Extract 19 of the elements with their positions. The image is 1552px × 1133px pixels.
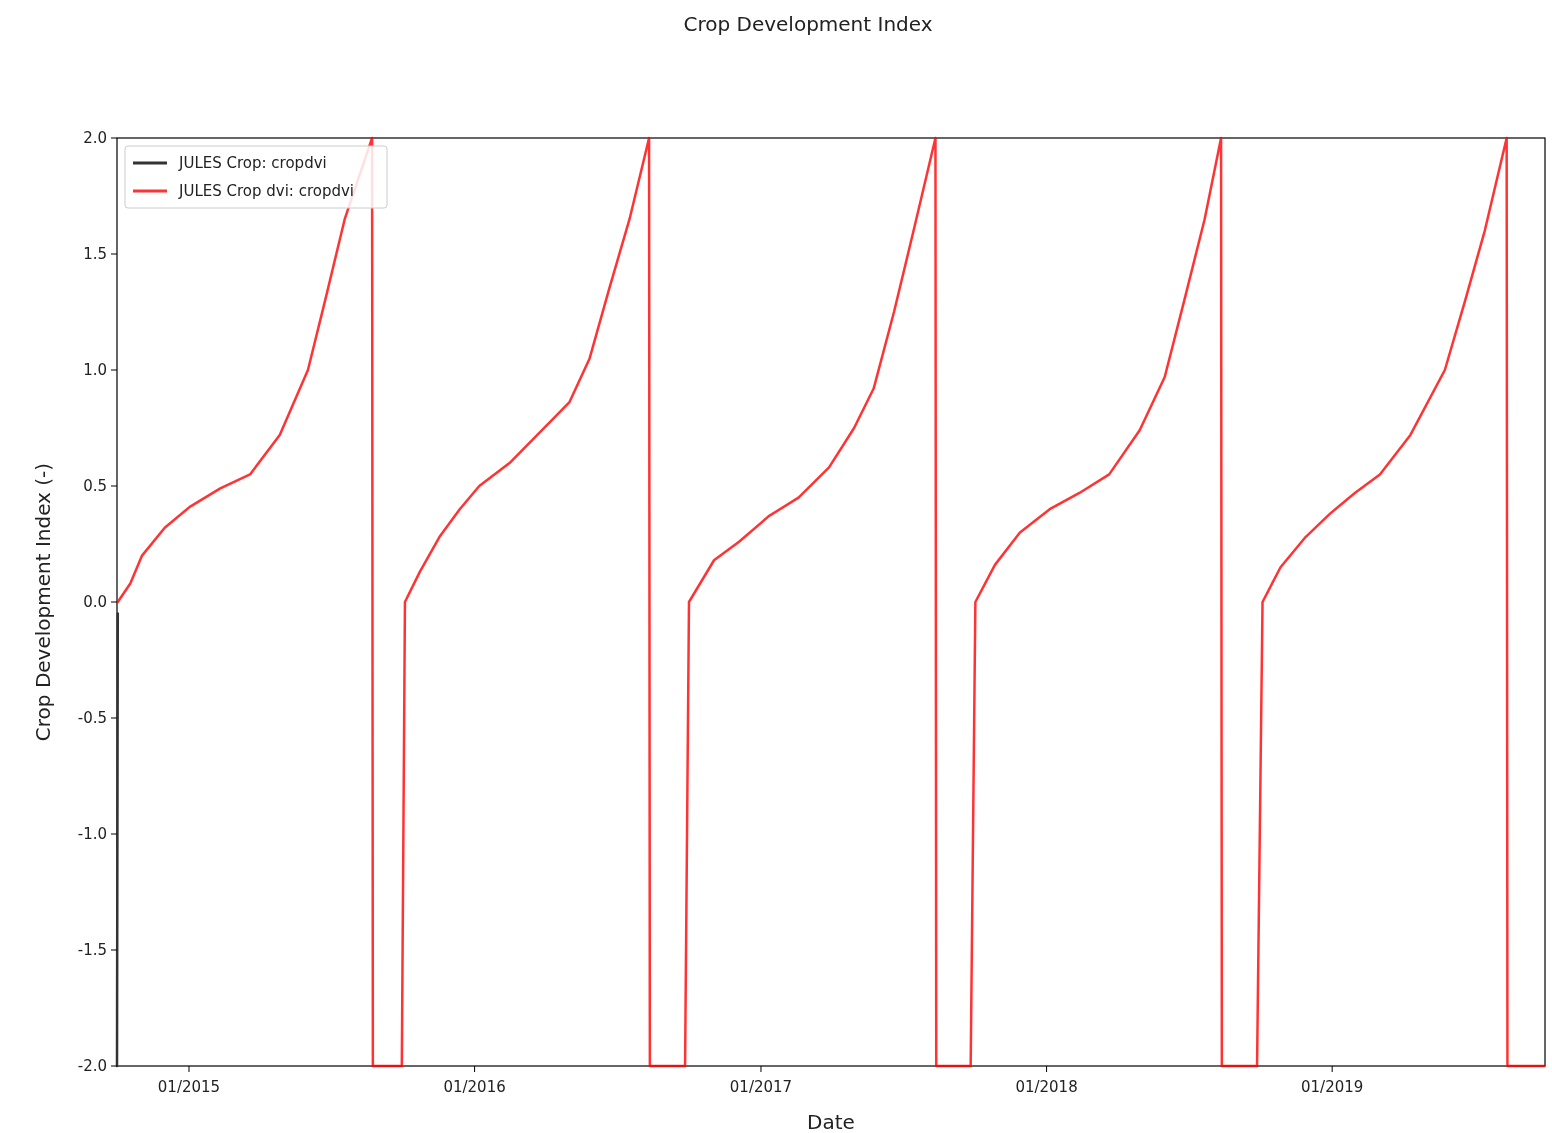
x-axis-title: Date [807,1110,855,1133]
legend-label: JULES Crop: cropdvi [178,154,327,173]
y-tick-label: 0.5 [83,477,107,496]
x-tick-label: 01/2015 [157,1078,221,1096]
y-tick-label: -2.0 [77,1057,107,1076]
y-tick-label: 1.0 [83,361,107,380]
y-tick-label: -0.5 [77,709,107,728]
y-tick-label: -1.0 [77,825,107,844]
x-tick-label: 01/2016 [443,1078,506,1096]
y-tick-label: 2.0 [83,129,107,148]
chart-title: Crop Development Index [683,12,933,36]
x-tick-label: 01/2019 [1301,1078,1364,1096]
y-tick-label: 1.5 [83,245,107,264]
x-tick-label: 01/2017 [729,1078,793,1096]
y-tick-label: 0.0 [83,593,107,612]
y-axis-title: Crop Development Index (-) [31,462,55,742]
x-tick-label: 01/2018 [1015,1078,1078,1096]
y-tick-label: -1.5 [77,941,107,960]
legend-label: JULES Crop dvi: cropdvi [178,182,355,201]
